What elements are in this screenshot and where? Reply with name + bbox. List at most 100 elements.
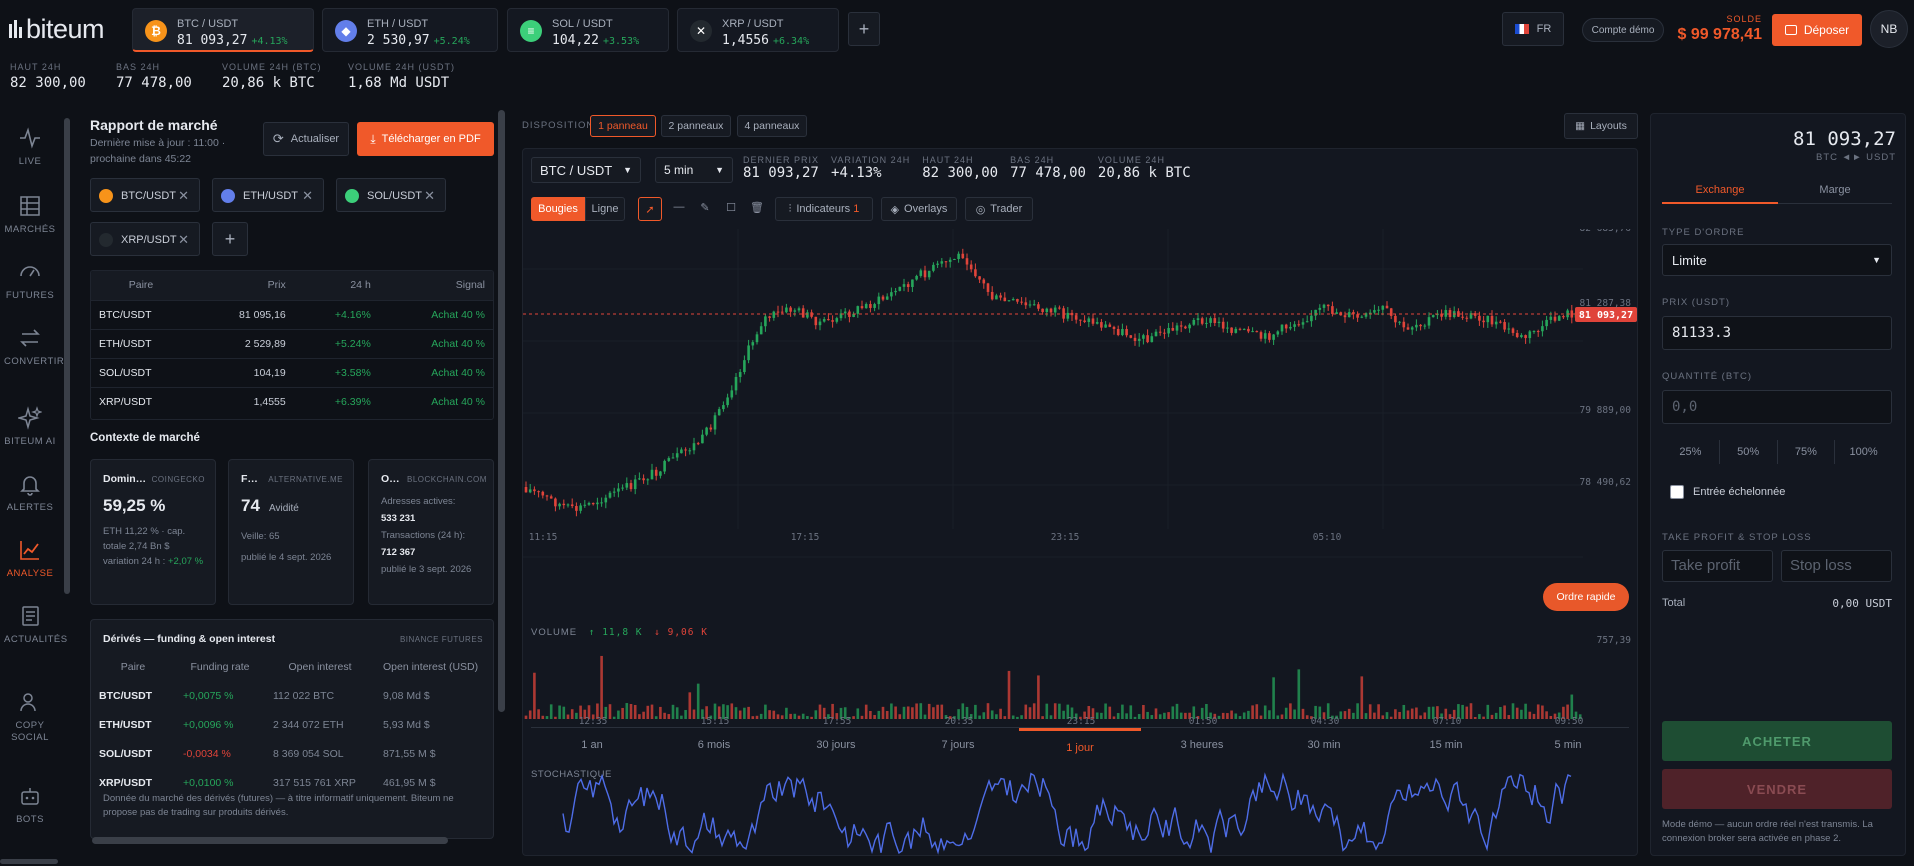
trader-button[interactable]: ◎ Trader: [965, 197, 1033, 221]
order-type-select[interactable]: Limite ▼: [1662, 244, 1892, 276]
nav-convertir[interactable]: CONVERTIR: [0, 326, 64, 368]
candle: [1360, 316, 1364, 318]
dominance-card[interactable]: Domin… COINGECKO 59,25 % ETH 11,22 % · c…: [90, 459, 216, 605]
table-row[interactable]: XRP/USDT 1,4555 +6.39% Achat 40 %: [91, 387, 493, 416]
layouts-button[interactable]: ▦ Layouts: [1564, 113, 1638, 139]
add-pair-button[interactable]: +: [212, 222, 248, 256]
close-icon[interactable]: ✕: [178, 188, 189, 203]
pair-select[interactable]: BTC / USDT ▼: [531, 157, 641, 183]
volume-bar: [1352, 712, 1355, 719]
pair-chip-eth-usdt[interactable]: ETH/USDT ✕: [212, 178, 324, 212]
table-row[interactable]: SOL/USDT -0,0034 % 8 369 054 SOL 871,55 M $: [91, 739, 493, 768]
demo-account-badge[interactable]: Compte démo: [1582, 18, 1664, 42]
nav-marchés[interactable]: MARCHÉS: [0, 194, 60, 236]
range-15-min[interactable]: 15 min: [1429, 739, 1463, 751]
range-7-jours[interactable]: 7 jours: [941, 739, 975, 751]
close-icon[interactable]: ✕: [302, 188, 313, 203]
quantity-input[interactable]: 0,0: [1662, 390, 1892, 424]
stop-loss-input[interactable]: Stop loss: [1781, 550, 1892, 582]
range-30-jours[interactable]: 30 jours: [816, 739, 856, 751]
candle: [541, 491, 545, 496]
brush-tool[interactable]: ✎: [695, 201, 715, 217]
nav-bots[interactable]: BOTS: [0, 784, 60, 826]
range-30-min[interactable]: 30 min: [1307, 739, 1341, 751]
take-profit-input[interactable]: Take profit: [1662, 550, 1773, 582]
tab-exchange[interactable]: Exchange: [1662, 176, 1778, 204]
close-icon[interactable]: ✕: [178, 232, 189, 247]
ticker-sol[interactable]: ≡ SOL / USDT 104,22 +3.53%: [507, 8, 669, 52]
ticker-pair: SOL / USDT: [552, 18, 613, 30]
avatar[interactable]: NB: [1870, 10, 1908, 48]
volume-bar: [1045, 703, 1049, 719]
volume-bar: [629, 703, 633, 719]
nav-biteum-ai[interactable]: BITEUM AI: [0, 406, 60, 448]
percent-25-button[interactable]: 25%: [1662, 440, 1720, 464]
volume-bar: [1104, 703, 1107, 719]
bottom-scrollbar[interactable]: [0, 859, 58, 864]
nav-analyse[interactable]: ANALYSE: [0, 538, 60, 580]
nav-live[interactable]: LIVE: [0, 126, 60, 168]
ticker-btc[interactable]: ₿ BTC / USDT 81 093,27 +4.13%: [132, 8, 314, 52]
refresh-button[interactable]: ⟳ Actualiser: [263, 122, 349, 156]
layout-2-panels[interactable]: 2 panneaux: [661, 115, 731, 137]
buy-button[interactable]: ACHETER: [1662, 721, 1892, 761]
volume-bar: [759, 713, 763, 719]
report-vscrollbar[interactable]: [498, 110, 505, 712]
table-row[interactable]: SOL/USDT 104,19 +3.58% Achat 40 %: [91, 358, 493, 387]
delete-tool[interactable]: 🗑: [747, 201, 767, 217]
report-hscrollbar[interactable]: [92, 837, 448, 844]
table-row[interactable]: ETH/USDT 2 529,89 +5.24% Achat 40 %: [91, 329, 493, 358]
ticker-xrp[interactable]: ✕ XRP / USDT 1,4556 +6.34%: [677, 8, 839, 52]
rectangle-tool[interactable]: ☐: [721, 201, 741, 217]
pair-chip-btc-usdt[interactable]: BTC/USDT ✕: [90, 178, 200, 212]
deposit-button[interactable]: Déposer: [1772, 14, 1862, 46]
table-row[interactable]: ETH/USDT +0,0096 % 2 344 072 ETH 5,93 Md $: [91, 710, 493, 739]
candlestick-chart[interactable]: 81 093,27 82 685,76 81 287,38 79 889,00 78 4…: [523, 229, 1637, 605]
table-row[interactable]: BTC/USDT +0,0075 % 112 022 BTC 9,08 Md $: [91, 681, 493, 710]
demo-note: Mode démo — aucun ordre réel n'est trans…: [1662, 819, 1873, 844]
price-input[interactable]: 81133.3: [1662, 316, 1892, 350]
percent-100-button[interactable]: 100%: [1849, 446, 1878, 458]
range-3-heures[interactable]: 3 heures: [1180, 739, 1224, 751]
pair-chip-xrp-usdt[interactable]: XRP/USDT ✕: [90, 222, 200, 256]
line-button[interactable]: Ligne: [585, 197, 625, 221]
pair-chip-sol-usdt[interactable]: SOL/USDT ✕: [336, 178, 446, 212]
cursor-tool[interactable]: ➚: [638, 197, 662, 221]
ticker-eth[interactable]: ◆ ETH / USDT 2 530,97 +5.24%: [322, 8, 498, 52]
table-row[interactable]: XRP/USDT +0,0100 % 317 515 761 XRP 461,95 M…: [91, 768, 493, 797]
nav-actualités[interactable]: ACTUALITÉS: [0, 604, 67, 646]
interval-select[interactable]: 5 min ▼: [655, 157, 733, 183]
quick-order-button[interactable]: Ordre rapide: [1543, 583, 1629, 611]
sell-button[interactable]: VENDRE: [1662, 769, 1892, 809]
nav-copy-social[interactable]: COPY SOCIAL: [0, 690, 60, 744]
volume-bar: [1247, 710, 1250, 719]
range-1-jour[interactable]: 1 jour: [1019, 728, 1141, 766]
table-row[interactable]: BTC/USDT 81 095,16 +4.16% Achat 40 %: [91, 300, 493, 329]
nav-scrollbar[interactable]: [64, 118, 70, 594]
percent-50-button[interactable]: 50%: [1720, 440, 1778, 464]
indicators-button[interactable]: ⫶ Indicateurs 1: [775, 197, 873, 221]
candle: [650, 469, 654, 480]
range-5-min[interactable]: 5 min: [1554, 739, 1582, 751]
ticker-price-row: 104,22 +3.53%: [552, 33, 639, 48]
download-pdf-button[interactable]: ⤓ Télécharger en PDF: [357, 122, 494, 156]
tab-margin[interactable]: Marge: [1778, 176, 1892, 204]
col-funding: Funding rate: [190, 660, 250, 673]
layout-4-panels[interactable]: 4 panneaux: [737, 115, 807, 137]
onchain-card[interactable]: O… BLOCKCHAIN.COM Adresses actives: 533 …: [368, 459, 494, 605]
range-1-an[interactable]: 1 an: [581, 739, 603, 751]
candles-button[interactable]: Bougies: [531, 197, 585, 221]
overlays-button[interactable]: ◈ Overlays: [881, 197, 957, 221]
biteum-logo[interactable]: biteum: [8, 14, 105, 44]
add-ticker-button[interactable]: +: [848, 12, 880, 46]
percent-75-button[interactable]: 75%: [1778, 440, 1836, 464]
fear-greed-card[interactable]: F… ALTERNATIVE.ME 74 Avidité Veille: 65 …: [228, 459, 354, 605]
language-selector[interactable]: FR: [1502, 12, 1564, 46]
layout-1-panel[interactable]: 1 panneau: [590, 115, 656, 137]
hline-tool[interactable]: —: [673, 201, 685, 213]
range-6-mois[interactable]: 6 mois: [697, 739, 731, 751]
nav-alertes[interactable]: ALERTES: [0, 472, 60, 514]
nav-futures[interactable]: FUTURES: [0, 260, 60, 302]
close-icon[interactable]: ✕: [424, 188, 435, 203]
staggered-entry-checkbox[interactable]: [1670, 485, 1684, 499]
